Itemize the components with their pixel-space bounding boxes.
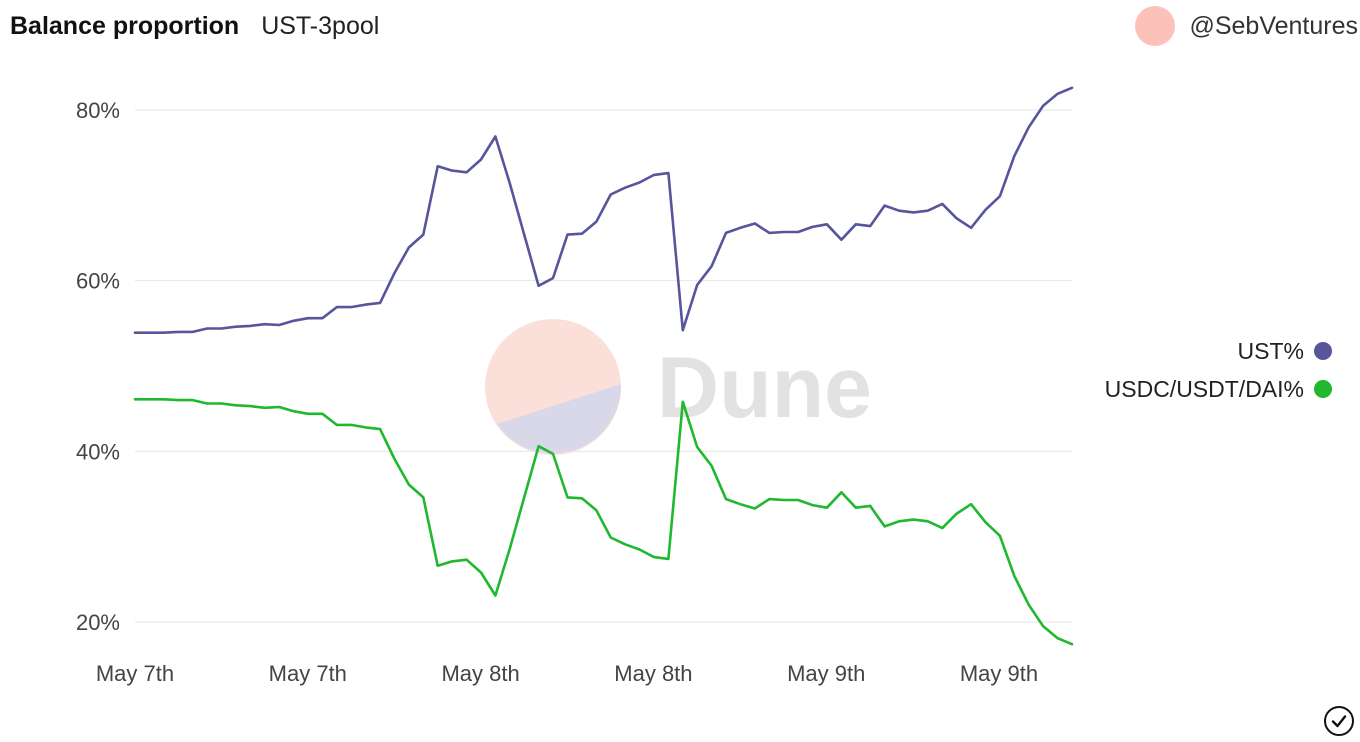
legend-dot-icon xyxy=(1314,380,1332,398)
x-axis: May 7th May 7th May 8th May 8th May 9th May 9… xyxy=(96,661,1038,686)
series-ust xyxy=(133,86,1074,335)
legend-label: USDC/USDT/DAI% xyxy=(1104,375,1304,402)
y-tick-label: 60% xyxy=(76,269,120,294)
y-axis: 20% 40% 60% 80% xyxy=(76,98,120,635)
check-circle-icon[interactable] xyxy=(1324,706,1354,736)
chart-header: Balance proportion UST-3pool xyxy=(10,6,379,46)
series-line[interactable] xyxy=(133,86,1074,335)
series-layer xyxy=(133,86,1074,646)
x-tick-label: May 8th xyxy=(441,661,519,686)
x-tick-label: May 9th xyxy=(787,661,865,686)
dune-wordmark: Dune xyxy=(657,340,872,436)
legend-label: UST% xyxy=(1237,337,1304,364)
x-tick-label: May 7th xyxy=(269,661,347,686)
legend-dot-icon xyxy=(1314,342,1332,360)
x-tick-label: May 8th xyxy=(614,661,692,686)
x-tick-label: May 7th xyxy=(96,661,174,686)
chart-subtitle: UST-3pool xyxy=(261,11,380,40)
dune-watermark: Dune xyxy=(485,319,872,455)
legend-item-ust[interactable]: UST% xyxy=(1105,332,1332,370)
legend-item-stablecoins[interactable]: USDC/USDT/DAI% xyxy=(1105,370,1332,408)
dune-logo-accent xyxy=(497,384,622,454)
chart-legend: UST% USDC/USDT/DAI% xyxy=(1105,332,1332,408)
avatar[interactable] xyxy=(1135,6,1176,46)
series-line[interactable] xyxy=(133,397,1074,646)
x-tick-label: May 9th xyxy=(960,661,1038,686)
author-badge[interactable]: @SebVentures xyxy=(1135,6,1358,46)
y-tick-label: 40% xyxy=(76,439,120,464)
y-tick-label: 80% xyxy=(76,98,120,123)
series-stablecoins xyxy=(133,397,1074,646)
y-tick-label: 20% xyxy=(76,610,120,635)
author-name[interactable]: @SebVentures xyxy=(1189,11,1358,40)
grid-layer xyxy=(135,109,1072,623)
chart-title: Balance proportion xyxy=(10,11,240,40)
